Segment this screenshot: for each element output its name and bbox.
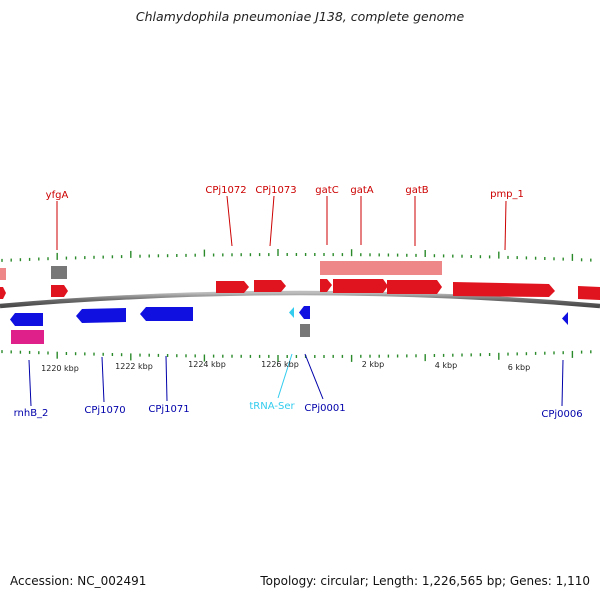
misc-feature bbox=[51, 266, 67, 279]
position-label: 4 kbp bbox=[435, 361, 457, 370]
gene-label-CPj1073: CPj1073 bbox=[255, 185, 296, 196]
reverse-gene-arrow[interactable] bbox=[10, 313, 43, 326]
trna-arrow[interactable] bbox=[289, 307, 294, 318]
leader-line bbox=[504, 200, 507, 251]
genome-summary-text: Topology: circular; Length: 1,226,565 bp… bbox=[260, 574, 590, 588]
reverse-gene-arrow[interactable] bbox=[140, 307, 193, 321]
gene-label-CPj1072: CPj1072 bbox=[205, 185, 246, 196]
accession-text: Accession: NC_002491 bbox=[10, 574, 147, 588]
reverse-feature-track-outer bbox=[11, 324, 310, 344]
forward-feature-light bbox=[0, 268, 6, 280]
position-label: 6 kbp bbox=[508, 363, 530, 372]
position-label: 1224 kbp bbox=[188, 360, 226, 369]
gene-label-gatC: gatC bbox=[315, 185, 338, 196]
position-label: 2 kbp bbox=[362, 360, 384, 369]
forward-gene-arrow[interactable] bbox=[453, 282, 555, 297]
forward-feature-track-outer bbox=[0, 261, 442, 280]
gene-label-CPj1071: CPj1071 bbox=[148, 404, 189, 415]
forward-gene-arrow[interactable] bbox=[387, 280, 442, 294]
genome-backbone bbox=[0, 290, 600, 309]
gene-label-tRNA-Ser: tRNA-Ser bbox=[249, 401, 295, 412]
forward-tick-row bbox=[1, 249, 592, 262]
reverse-leader-lines bbox=[28, 353, 564, 407]
misc-feature bbox=[300, 324, 310, 337]
gene-label-yfgA: yfgA bbox=[46, 190, 69, 201]
leader-line bbox=[226, 195, 233, 247]
forward-gene-arrow[interactable] bbox=[254, 280, 286, 292]
gene-label-rnhB_2: rnhB_2 bbox=[14, 408, 49, 419]
leader-line bbox=[269, 195, 275, 247]
leader-line bbox=[304, 353, 324, 400]
genome-title: Chlamydophila pneumoniae J138, complete … bbox=[135, 9, 465, 24]
leader-line bbox=[277, 353, 293, 399]
reverse-gene-labels: rnhB_2 CPj1070 CPj1071 tRNA-Ser CPj0001 … bbox=[14, 401, 583, 420]
forward-gene-arrow[interactable] bbox=[333, 279, 388, 293]
forward-leader-lines bbox=[56, 195, 507, 251]
leader-line bbox=[101, 356, 105, 403]
reverse-gene-arrow[interactable] bbox=[299, 306, 310, 319]
gene-label-CPj0001: CPj0001 bbox=[304, 403, 345, 414]
gene-label-gatA: gatA bbox=[350, 185, 373, 196]
forward-gene-track bbox=[0, 279, 600, 300]
position-label: 1222 kbp bbox=[115, 362, 153, 371]
forward-feature-light bbox=[320, 261, 442, 275]
leader-line bbox=[28, 359, 32, 407]
position-label: 1226 kbp bbox=[261, 360, 299, 369]
reverse-gene-arrow[interactable] bbox=[562, 312, 568, 325]
position-scale-labels: 1220 kbp 1222 kbp 1224 kbp 1226 kbp 2 kb… bbox=[41, 360, 530, 373]
leader-line bbox=[165, 355, 168, 402]
gene-label-gatB: gatB bbox=[405, 185, 428, 196]
forward-gene-arrow[interactable] bbox=[0, 287, 6, 299]
forward-gene-arrow[interactable] bbox=[578, 286, 600, 300]
reverse-tick-row bbox=[1, 350, 592, 362]
rrna-feature[interactable] bbox=[11, 330, 44, 344]
position-label: 1220 kbp bbox=[41, 364, 79, 373]
reverse-gene-arrow[interactable] bbox=[76, 308, 126, 323]
gene-label-pmp_1: pmp_1 bbox=[490, 189, 524, 200]
gene-label-CPj1070: CPj1070 bbox=[84, 405, 125, 416]
forward-gene-labels: yfgA CPj1072 CPj1073 gatC gatA gatB pmp_… bbox=[46, 185, 524, 201]
forward-gene-arrow[interactable] bbox=[320, 279, 332, 292]
leader-line bbox=[561, 359, 564, 407]
reverse-gene-track bbox=[10, 306, 568, 326]
forward-gene-arrow[interactable] bbox=[216, 281, 249, 293]
gene-label-CPj0006: CPj0006 bbox=[541, 409, 582, 420]
forward-gene-arrow[interactable] bbox=[51, 285, 68, 297]
